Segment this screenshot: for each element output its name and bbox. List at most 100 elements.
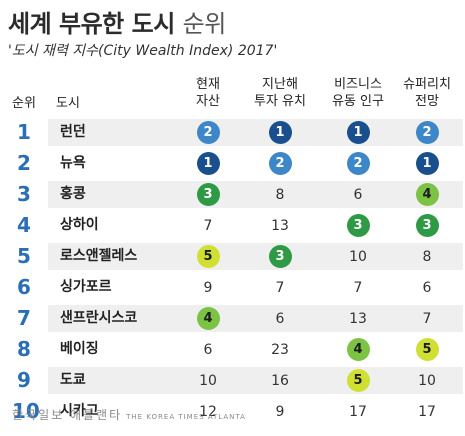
cell-business-traffic: 3: [316, 210, 400, 241]
cell-business-traffic: 2: [316, 148, 400, 179]
rank-badge: 1: [346, 121, 370, 144]
cell-superrich-outlook: 8: [385, 241, 465, 272]
rank-number: 4: [17, 213, 31, 237]
cell-superrich-outlook: 4: [385, 179, 465, 210]
cell-superrich-outlook: 6: [385, 272, 465, 303]
header-business-traffic: 비즈니스 유동 인구: [316, 76, 400, 110]
rank-value: 8: [422, 248, 432, 265]
rank-badge: 1: [196, 152, 220, 175]
cell-business-traffic: 6: [316, 179, 400, 210]
table-row: 2 뉴욕 1 2 2 1: [0, 148, 465, 179]
cell-current-assets: 7: [166, 210, 250, 241]
row-background: [48, 212, 463, 239]
cell-business-traffic: 1: [316, 117, 400, 148]
row-background: [48, 243, 463, 270]
rank-number: 9: [17, 368, 31, 392]
rank-value: 8: [275, 186, 285, 203]
header-investment: 지난해 투자 유치: [238, 76, 322, 110]
rank-value: 9: [203, 279, 213, 296]
rank-number: 8: [17, 337, 31, 361]
city-name: 싱가포르: [60, 279, 112, 295]
row-background: [48, 398, 463, 425]
header-superrich-outlook-line2: 전망: [415, 94, 439, 109]
table-row: 9 도쿄 10 16 5 10: [0, 365, 465, 396]
row-background: [48, 305, 463, 332]
rank-badge: 4: [196, 307, 220, 330]
cell-investment: 7: [238, 272, 322, 303]
table-row: 4 상하이 7 13 3 3: [0, 210, 465, 241]
rank-badge: 4: [415, 183, 439, 206]
watermark: 한국일보 애틀랜타 THE KOREA TIMES ATLANTA: [12, 406, 246, 423]
rank-value: 7: [203, 217, 213, 234]
cell-investment: 1: [238, 117, 322, 148]
cell-investment: 9: [238, 396, 322, 427]
city-name: 로스앤젤레스: [60, 248, 138, 264]
city-name: 시카고: [60, 403, 99, 419]
row-background: [48, 181, 463, 208]
table-row: 10 시카고 12 9 17 17: [0, 396, 465, 427]
rank-value: 7: [422, 310, 432, 327]
header-business-traffic-line2: 유동 인구: [332, 94, 384, 109]
cell-investment: 6: [238, 303, 322, 334]
cell-superrich-outlook: 2: [385, 117, 465, 148]
rank-badge: 2: [196, 121, 220, 144]
city-name: 상하이: [60, 217, 99, 233]
cell-current-assets: 6: [166, 334, 250, 365]
header-rank: 순위: [12, 96, 36, 111]
cell-current-assets: 2: [166, 117, 250, 148]
title-bold: 세계 부유한 도시: [8, 10, 175, 38]
rank-value: 17: [349, 403, 367, 420]
rank-value: 10: [349, 248, 367, 265]
rank-value: 6: [422, 279, 432, 296]
rank-number: 6: [17, 275, 31, 299]
rank-badge: 1: [415, 152, 439, 175]
header-current-assets: 현재 자산: [166, 76, 250, 110]
rank-value: 17: [418, 403, 436, 420]
rank-value: 13: [271, 217, 289, 234]
rank-badge: 2: [415, 121, 439, 144]
city-name: 홍콩: [60, 186, 86, 202]
city-name: 샌프란시스코: [60, 310, 138, 326]
cell-superrich-outlook: 3: [385, 210, 465, 241]
cell-investment: 2: [238, 148, 322, 179]
rank-badge: 3: [415, 214, 439, 237]
table-row: 1 런던 2 1 1 2: [0, 117, 465, 148]
rank-value: 10: [418, 372, 436, 389]
rank-number: 7: [17, 306, 31, 330]
cell-superrich-outlook: 7: [385, 303, 465, 334]
rank-badge: 3: [346, 214, 370, 237]
rank-value: 16: [271, 372, 289, 389]
row-background: [48, 150, 463, 177]
rank-value: 13: [349, 310, 367, 327]
rank-value: 6: [275, 310, 285, 327]
rank-value: 7: [353, 279, 363, 296]
rank-value: 12: [199, 403, 217, 420]
rank-badge: 5: [196, 245, 220, 268]
watermark-sub: THE KOREA TIMES ATLANTA: [126, 413, 246, 421]
rank-badge: 3: [196, 183, 220, 206]
cell-superrich-outlook: 17: [385, 396, 465, 427]
header-investment-line1: 지난해: [262, 77, 298, 92]
rank-badge: 5: [346, 369, 370, 392]
rank-value: 9: [275, 403, 285, 420]
cell-investment: 16: [238, 365, 322, 396]
header-current-assets-line1: 현재: [196, 77, 220, 92]
cell-superrich-outlook: 5: [385, 334, 465, 365]
table-row: 8 베이징 6 23 4 5: [0, 334, 465, 365]
rank-number: 10: [12, 399, 40, 423]
city-name: 베이징: [60, 341, 99, 357]
cell-investment: 8: [238, 179, 322, 210]
table-row: 5 로스앤젤레스 5 3 10 8: [0, 241, 465, 272]
rank-value: 23: [271, 341, 289, 358]
cell-investment: 23: [238, 334, 322, 365]
rank-badge: 4: [346, 338, 370, 361]
cell-business-traffic: 10: [316, 241, 400, 272]
header-superrich-outlook-line1: 슈퍼리치: [403, 77, 451, 92]
rank-number: 2: [17, 151, 31, 175]
rank-value: 6: [353, 186, 363, 203]
rank-value: 10: [199, 372, 217, 389]
cell-business-traffic: 4: [316, 334, 400, 365]
row-background: [48, 274, 463, 301]
cell-business-traffic: 13: [316, 303, 400, 334]
table-row: 6 싱가포르 9 7 7 6: [0, 272, 465, 303]
